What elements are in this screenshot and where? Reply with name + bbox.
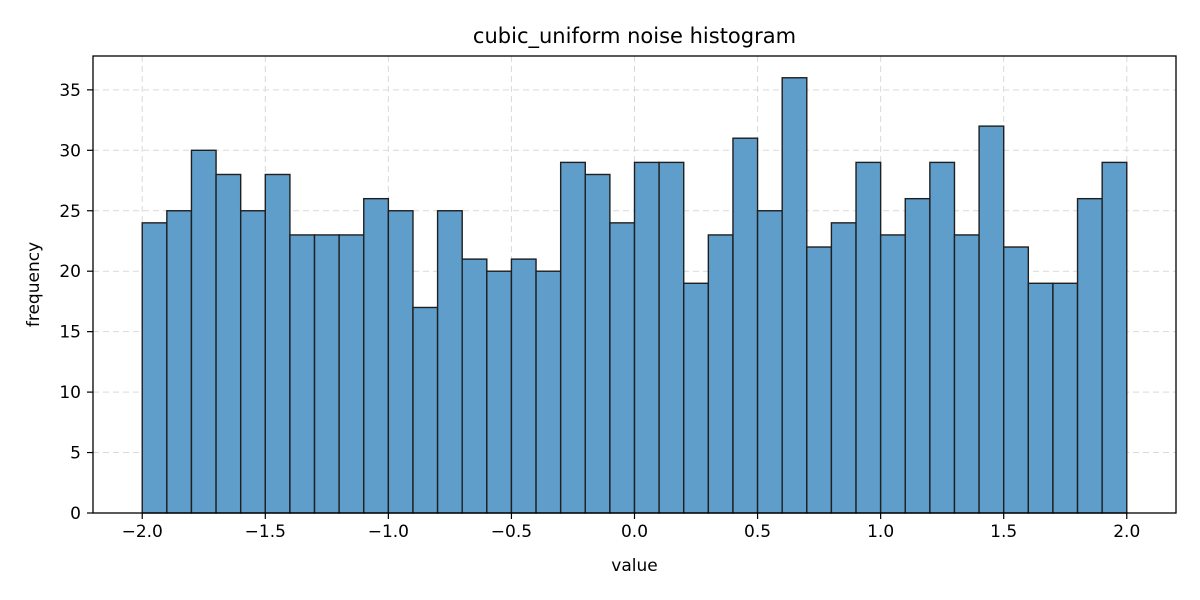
histogram-bar [879,234,906,514]
histogram-bars [141,77,1128,514]
histogram-bar [707,234,734,514]
y-tick-label: 0 [70,504,81,524]
histogram-bar [830,222,857,514]
y-axis-label: frequency [24,242,44,327]
y-tick-label: 15 [59,323,81,343]
histogram-bar [806,246,833,514]
x-axis-label: value [611,556,657,576]
histogram-bar [953,234,980,514]
histogram-bar [658,161,685,514]
histogram-bar [510,258,537,514]
histogram-bar [436,210,463,514]
x-tick-label: −1.0 [368,522,409,542]
x-tick-label: 0.5 [744,522,771,542]
y-tick-label: 25 [59,202,81,222]
y-tick-label: 30 [59,141,81,161]
histogram-bar [781,77,808,514]
histogram-bar [978,125,1005,514]
histogram-bar [855,161,882,514]
histogram-bar [732,137,759,514]
histogram-bar [387,210,414,514]
histogram-bar [363,197,390,514]
chart-title: cubic_uniform noise histogram [473,24,796,49]
histogram-bar [141,222,168,514]
histogram-bar [486,270,513,514]
histogram-bar [633,161,660,514]
histogram-bar [535,270,562,514]
histogram-bar [461,258,488,514]
x-tick-label: −1.5 [245,522,286,542]
y-axis-ticks: 0 5 10 15 20 25 30 35 [59,81,93,524]
x-tick-label: −2.0 [122,522,163,542]
histogram-bar [1052,282,1079,514]
histogram-bar [559,161,586,514]
histogram-bar [338,234,365,514]
y-tick-label: 5 [70,444,81,464]
x-tick-label: −0.5 [491,522,532,542]
histogram-bar [609,222,636,514]
histogram-bar [904,197,931,514]
histogram-bar [313,234,340,514]
histogram-bar [239,210,266,514]
histogram-bar [412,306,439,514]
histogram-bar [264,173,291,514]
histogram-bar [683,282,710,514]
histogram-bar [1003,246,1030,514]
histogram-bar [289,234,316,514]
histogram-bar [1027,282,1054,514]
y-tick-label: 10 [59,383,81,403]
histogram-bar [1076,197,1103,514]
histogram-bar [166,210,193,514]
x-tick-label: 1.5 [990,522,1017,542]
x-axis-ticks: −2.0 −1.5 −1.0 −0.5 0.0 0.5 1.0 1.5 2.0 [122,513,1140,542]
y-tick-label: 20 [59,262,81,282]
histogram-bar [584,173,611,514]
x-tick-label: 2.0 [1113,522,1140,542]
histogram-bar [929,161,956,514]
x-tick-label: 0.0 [621,522,648,542]
y-tick-label: 35 [59,81,81,101]
histogram-bar [756,210,783,514]
x-tick-label: 1.0 [867,522,894,542]
histogram-bar [1101,161,1128,514]
histogram-bar [190,149,217,514]
histogram-bar [215,173,242,514]
